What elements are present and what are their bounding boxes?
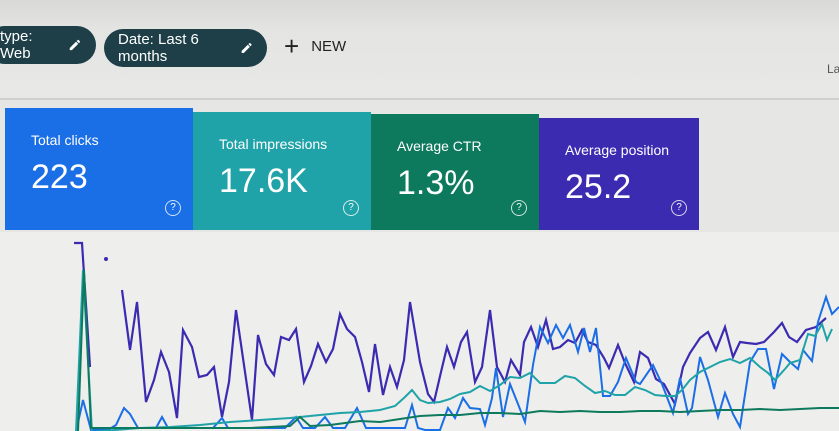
metric-label: Average CTR: [397, 138, 482, 154]
performance-line-chart: [0, 232, 839, 431]
date-filter-label: Date: Last 6 months: [118, 31, 199, 65]
search-type-filter-chip[interactable]: type: Web: [0, 26, 96, 64]
metric-value: 1.3%: [397, 164, 475, 202]
metric-card-total-clicks[interactable]: Total clicks 223 ?: [5, 108, 193, 230]
new-filter-label: NEW: [311, 37, 347, 55]
filter-bar: type: Web Date: Last 6 months + NEW La: [0, 0, 839, 100]
help-icon[interactable]: ?: [671, 200, 687, 216]
metric-label: Average position: [565, 142, 670, 158]
metric-value: 223: [31, 158, 88, 196]
metric-value: 17.6K: [219, 162, 308, 200]
series-total-impressions: [75, 269, 833, 431]
edit-pencil-icon: [69, 39, 81, 51]
search-type-filter-label: type: Web: [0, 28, 33, 62]
plus-icon: +: [284, 31, 300, 61]
chart-svg: [74, 241, 839, 431]
help-icon[interactable]: ?: [343, 200, 359, 216]
truncated-header-text: La: [827, 62, 839, 76]
help-icon[interactable]: ?: [165, 200, 181, 216]
metric-label: Total clicks: [31, 132, 99, 148]
series-average-ctr: [77, 269, 839, 431]
series-average-position: [120, 289, 827, 421]
metric-card-average-ctr[interactable]: Average CTR 1.3% ?: [371, 114, 539, 230]
help-icon[interactable]: ?: [511, 200, 527, 216]
edit-pencil-icon: [241, 43, 252, 53]
metric-value: 25.2: [565, 168, 632, 206]
metric-label: Total impressions: [219, 136, 328, 152]
metric-card-total-impressions[interactable]: Total impressions 17.6K ?: [193, 112, 371, 230]
date-filter-chip[interactable]: Date: Last 6 months: [104, 29, 267, 67]
chart-dot: [104, 257, 108, 261]
new-filter-button[interactable]: + NEW: [284, 31, 347, 61]
metric-cards: Total clicks 223 ? Total impressions 17.…: [5, 108, 699, 230]
metric-card-average-position[interactable]: Average position 25.2 ?: [539, 118, 699, 230]
